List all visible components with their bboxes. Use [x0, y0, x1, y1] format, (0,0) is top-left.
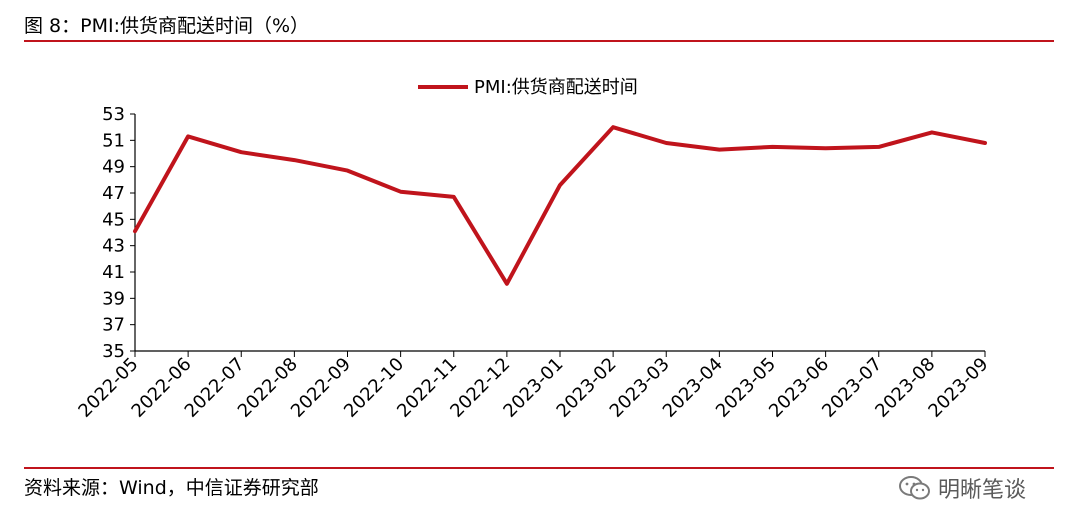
- y-tick-label: 49: [102, 157, 125, 178]
- figure-title: 图 8：PMI:供货商配送时间（%）: [24, 15, 310, 37]
- source-note: 资料来源：Wind，中信证券研究部: [24, 477, 319, 499]
- y-tick-label: 47: [102, 183, 125, 204]
- y-tick-label: 37: [102, 315, 125, 336]
- legend-label: PMI:供货商配送时间: [474, 77, 638, 98]
- watermark-text: 明晰笔谈: [938, 478, 1027, 503]
- bottom-rule: [24, 467, 1054, 469]
- x-axis-ticks: 2022-052022-062022-072022-082022-092022-…: [74, 351, 993, 422]
- y-tick-label: 53: [102, 104, 125, 125]
- y-tick-label: 39: [102, 288, 125, 309]
- top-rule: [24, 40, 1054, 42]
- wechat-icon: [899, 476, 930, 500]
- axes: [134, 114, 985, 352]
- watermark-brand: 明晰笔谈: [898, 470, 1026, 506]
- line-chart: PMI:供货商配送时间 35 37 39 41 43 45 47 49 51 53 2022-05…: [74, 77, 993, 422]
- y-tick-label: 43: [102, 236, 125, 257]
- series-group: [133, 125, 987, 286]
- series-line: [133, 125, 987, 286]
- y-axis-ticks: 35 37 39 41 43 45 47 49 51 53: [102, 104, 135, 362]
- legend: PMI:供货商配送时间: [418, 77, 638, 98]
- y-tick-label: 41: [102, 262, 125, 283]
- y-tick-label: 51: [102, 130, 125, 151]
- y-tick-label: 45: [102, 209, 125, 230]
- y-tick-label: 35: [102, 341, 125, 362]
